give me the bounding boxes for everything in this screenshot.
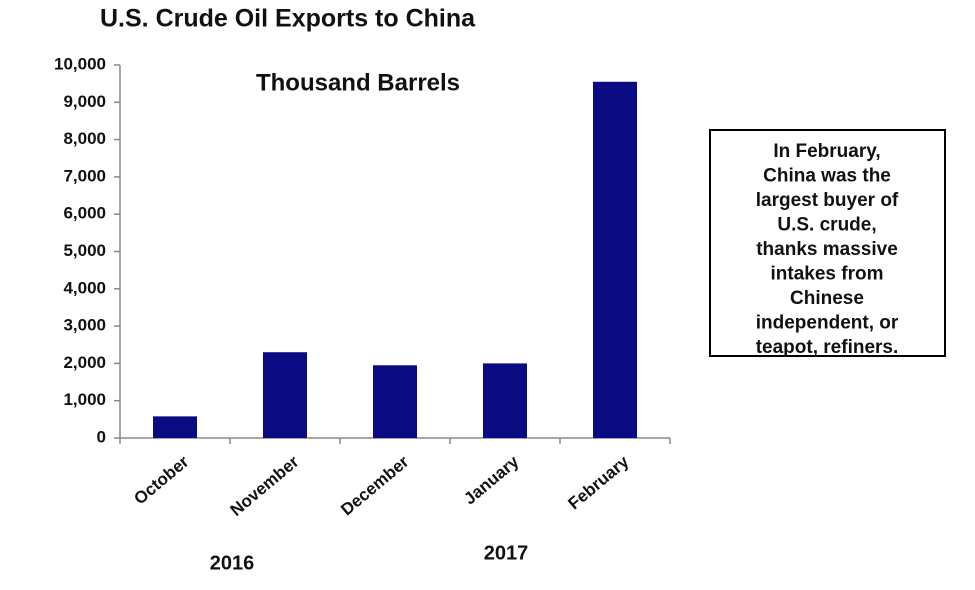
bar bbox=[483, 363, 527, 438]
x-tick-label: December bbox=[337, 452, 412, 520]
y-tick-label: 0 bbox=[97, 427, 106, 446]
bar bbox=[373, 365, 417, 438]
chart-subtitle: Thousand Barrels bbox=[256, 69, 460, 96]
y-tick-label: 4,000 bbox=[63, 278, 106, 297]
bar bbox=[593, 81, 637, 438]
x-tick-label: November bbox=[227, 452, 303, 520]
annotation-box bbox=[709, 129, 946, 357]
annotation-line: intakes from bbox=[771, 264, 884, 285]
x-tick-label: February bbox=[565, 452, 633, 514]
y-tick-label: 1,000 bbox=[63, 390, 106, 409]
y-tick-label: 5,000 bbox=[63, 241, 106, 260]
y-tick-label: 10,000 bbox=[54, 54, 106, 73]
annotation-line: thanks massive bbox=[756, 239, 898, 260]
annotation-line: independent, or bbox=[756, 313, 899, 334]
x-tick-label: January bbox=[460, 452, 523, 509]
y-tick-label: 7,000 bbox=[63, 166, 106, 185]
y-tick-label: 9,000 bbox=[63, 92, 106, 111]
year-label: 2017 bbox=[484, 542, 529, 564]
annotation-line: largest buyer of bbox=[756, 190, 899, 211]
y-tick-label: 6,000 bbox=[63, 204, 106, 223]
year-label: 2016 bbox=[210, 552, 255, 574]
y-tick-label: 3,000 bbox=[63, 316, 106, 335]
bar bbox=[153, 416, 197, 438]
annotation-line: U.S. crude, bbox=[777, 215, 876, 236]
annotation-line: teapot, refiners. bbox=[756, 337, 899, 358]
x-tick-label: October bbox=[130, 452, 192, 509]
annotation-line: Chinese bbox=[790, 288, 864, 309]
chart-title: U.S. Crude Oil Exports to China bbox=[100, 5, 476, 33]
y-tick-label: 2,000 bbox=[63, 353, 106, 372]
bar bbox=[263, 352, 307, 438]
y-tick-label: 8,000 bbox=[63, 129, 106, 148]
annotation-line: China was the bbox=[763, 166, 891, 187]
annotation-line: In February, bbox=[773, 141, 880, 162]
